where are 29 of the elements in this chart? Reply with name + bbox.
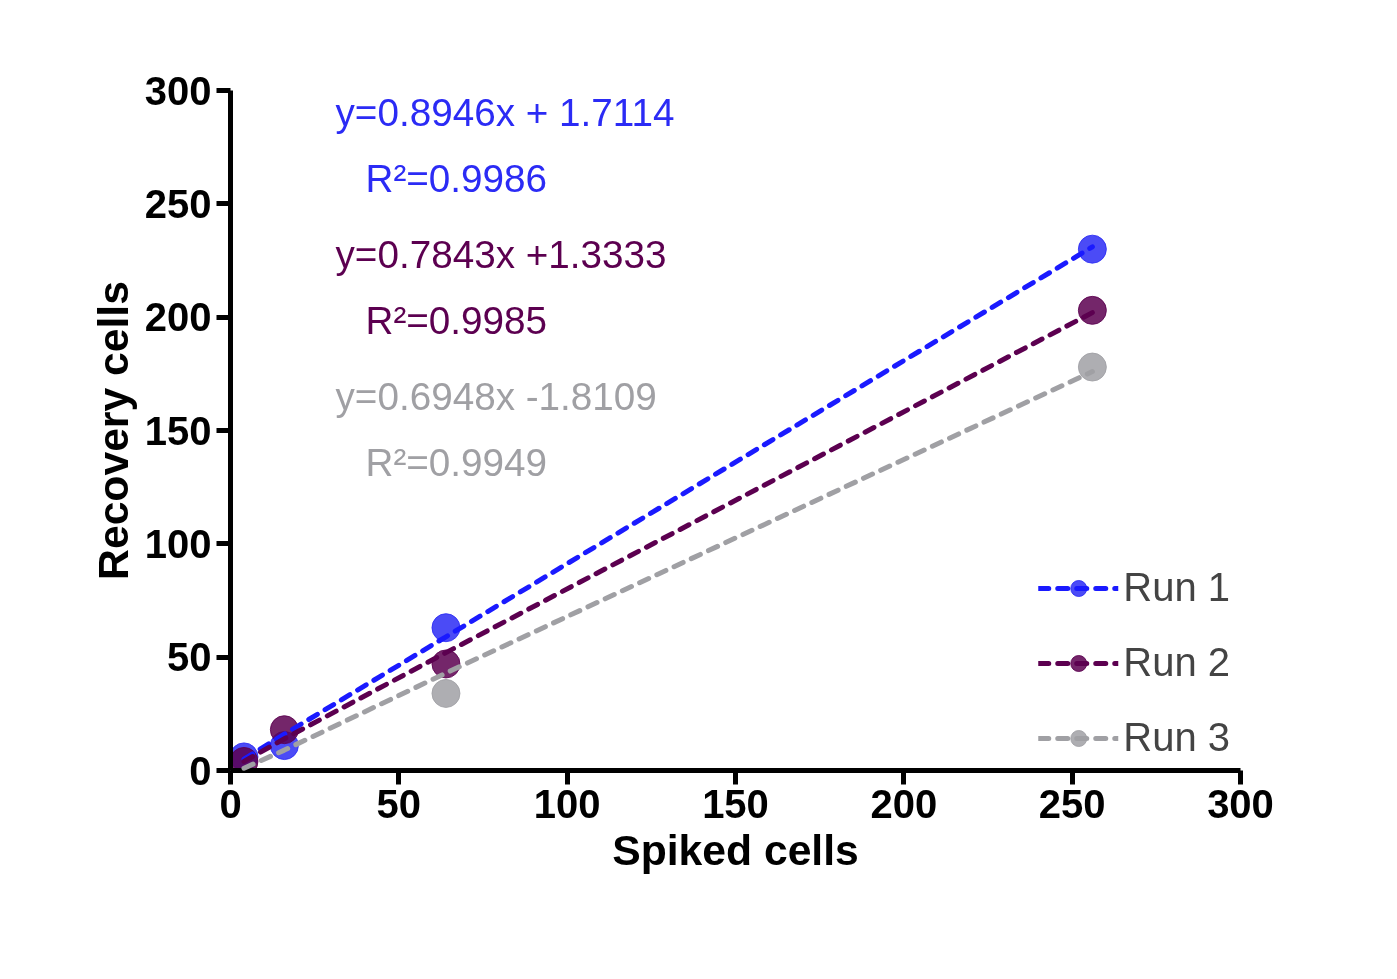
- point: [1077, 295, 1107, 325]
- y-axis-title: Recovery cells: [88, 281, 137, 580]
- x-tick-label: 0: [219, 781, 242, 826]
- point: [1077, 352, 1107, 382]
- annotation: y=0.8946x + 1.7114: [335, 91, 675, 134]
- y-tick-label: 200: [144, 295, 212, 340]
- x-tick-label: 300: [1207, 781, 1274, 826]
- point: [1077, 234, 1107, 264]
- x-tick-label: 150: [702, 781, 769, 826]
- annotation: y=0.6948x -1.8109: [335, 375, 657, 418]
- annotation: R²=0.9986: [365, 157, 548, 200]
- y-tick-label: 50: [167, 635, 212, 680]
- annotation: R²=0.9949: [365, 441, 548, 484]
- y-tick-label: 250: [144, 181, 212, 226]
- point: [431, 678, 461, 708]
- annotation: R²=0.9985: [365, 299, 548, 342]
- x-tick-label: 250: [1038, 781, 1106, 826]
- y-tick-label: 100: [144, 521, 212, 566]
- y-tick-label: 150: [144, 408, 212, 453]
- x-tick-label: 100: [533, 781, 601, 826]
- y-tick-label: 300: [144, 68, 212, 113]
- legend-label: Run 1: [1123, 565, 1230, 610]
- x-tick-label: 50: [376, 781, 422, 826]
- annotation: y=0.7843x +1.3333: [335, 233, 667, 276]
- legend-label: Run 2: [1123, 640, 1230, 685]
- y-tick-label: 0: [189, 748, 212, 793]
- x-axis-title: Spiked cells: [612, 825, 859, 874]
- x-tick-label: 200: [870, 781, 938, 826]
- legend-label: Run 3: [1123, 715, 1230, 760]
